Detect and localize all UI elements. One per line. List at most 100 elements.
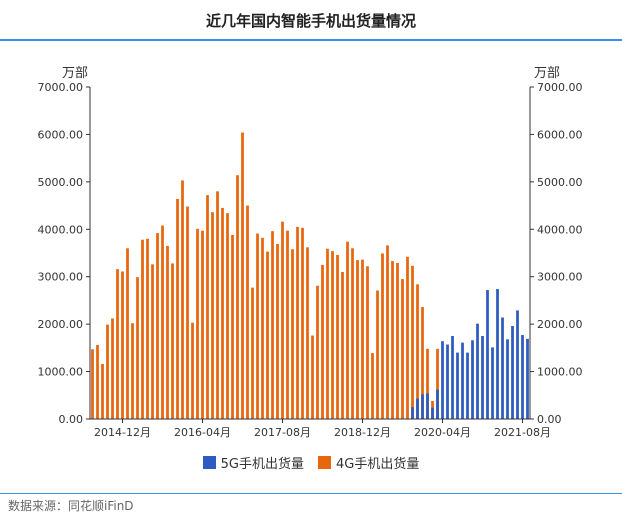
left-y-tick-label: 2000.00 [38, 318, 84, 331]
bar-5g [456, 352, 459, 419]
bar-4g [176, 198, 179, 419]
x-tick-label: 2014-12月 [94, 426, 151, 439]
bar-4g [271, 231, 274, 419]
bar-4g [141, 239, 144, 419]
bar-4g [101, 363, 104, 419]
bar-4g [396, 262, 399, 419]
bar-4g [411, 265, 414, 419]
bar-4g [326, 248, 329, 419]
bar-4g [311, 335, 314, 419]
bar-5g [431, 407, 434, 419]
bar-5g [416, 398, 419, 419]
bar-4g [391, 261, 394, 419]
bar-4g [246, 205, 249, 419]
bar-4g [331, 251, 334, 419]
bar-5g [476, 323, 479, 419]
bar-5g [506, 339, 509, 419]
bar-4g [301, 227, 304, 419]
bar-5g [486, 289, 489, 419]
bar-4g [266, 251, 269, 419]
bar-4g [406, 256, 409, 419]
bar-4g [156, 233, 159, 419]
left-y-tick-label: 4000.00 [38, 223, 84, 236]
bar-4g [361, 259, 364, 419]
bar-4g [306, 247, 309, 419]
right-y-tick-label: 1000.00 [537, 366, 583, 379]
bar-4g [321, 264, 324, 419]
axes-group: 0.00 0.00 1000.00 1000.00 2000.00 2000.00 3000… [38, 81, 583, 439]
bar-4g [186, 206, 189, 419]
bar-5g [496, 289, 499, 419]
bar-4g [286, 230, 289, 419]
bar-5g [521, 335, 524, 419]
legend-label-5g: 5G手机出货量 [220, 457, 304, 472]
bar-5g [511, 326, 514, 419]
left-y-tick-label: 5000.00 [38, 176, 84, 189]
bar-4g [416, 284, 419, 419]
bar-5g [466, 352, 469, 419]
bar-4g [251, 287, 254, 419]
bar-4g [351, 248, 354, 419]
bar-4g [261, 237, 264, 419]
bar-5g [451, 336, 454, 419]
bar-5g [441, 341, 444, 419]
bar-4g [126, 248, 129, 419]
bar-4g [381, 253, 384, 419]
bar-5g [526, 338, 529, 419]
x-tick-label: 2020-04月 [414, 426, 471, 439]
bar-4g [96, 345, 99, 419]
left-y-tick-label: 6000.00 [38, 128, 84, 141]
bar-4g [346, 241, 349, 419]
bar-4g [116, 269, 119, 419]
bar-4g [371, 353, 374, 419]
bar-5g [446, 344, 449, 419]
bar-5g [436, 389, 439, 419]
legend-swatch-5g [202, 456, 216, 469]
bar-4g [386, 245, 389, 419]
bar-5g [481, 336, 484, 419]
legend-swatch-4g [318, 456, 331, 469]
left-y-tick-label: 7000.00 [38, 81, 84, 94]
bar-4g [181, 180, 184, 419]
x-tick-label: 2017-08月 [254, 426, 311, 439]
right-y-tick-label: 4000.00 [537, 223, 583, 236]
legend-item-4g[interactable]: 4G手机出货量 [318, 453, 419, 472]
left-y-tick-label: 0.00 [59, 413, 84, 426]
right-y-tick-label: 3000.00 [537, 271, 583, 284]
right-y-tick-label: 0.00 [537, 413, 562, 426]
bar-4g [151, 264, 154, 419]
bar-4g [421, 307, 424, 419]
bar-4g [291, 249, 294, 419]
title-divider [0, 39, 622, 41]
data-source: 数据来源：同花顺iFinD [8, 499, 134, 513]
bar-4g [436, 348, 439, 419]
bars-group [91, 132, 529, 419]
bar-4g [196, 228, 199, 419]
bar-4g [256, 233, 259, 419]
bar-4g [121, 271, 124, 419]
bar-4g [161, 225, 164, 419]
bar-4g [136, 277, 139, 419]
bar-4g [111, 318, 114, 419]
bar-4g [131, 323, 134, 419]
x-tick-label: 2018-12月 [334, 426, 391, 439]
x-tick-label: 2021-08月 [494, 426, 551, 439]
bar-4g [296, 226, 299, 419]
legend-label-4g: 4G手机出货量 [336, 457, 420, 472]
bar-4g [226, 213, 229, 419]
bar-5g [501, 317, 504, 419]
left-y-tick-label: 3000.00 [38, 271, 84, 284]
bar-4g [336, 254, 339, 419]
right-y-tick-label: 7000.00 [537, 81, 583, 94]
chart-title: 近几年国内智能手机出货量情况 [205, 12, 416, 30]
legend-item-5g[interactable]: 5G手机出货量 [202, 453, 304, 472]
x-tick-label: 2016-04月 [174, 426, 231, 439]
bar-5g [491, 347, 494, 419]
bar-4g [236, 175, 239, 419]
right-axis-unit: 万部 [534, 66, 560, 81]
bar-4g [356, 260, 359, 419]
left-y-tick-label: 1000.00 [38, 366, 84, 379]
bar-5g [411, 407, 414, 419]
bar-5g [471, 340, 474, 419]
